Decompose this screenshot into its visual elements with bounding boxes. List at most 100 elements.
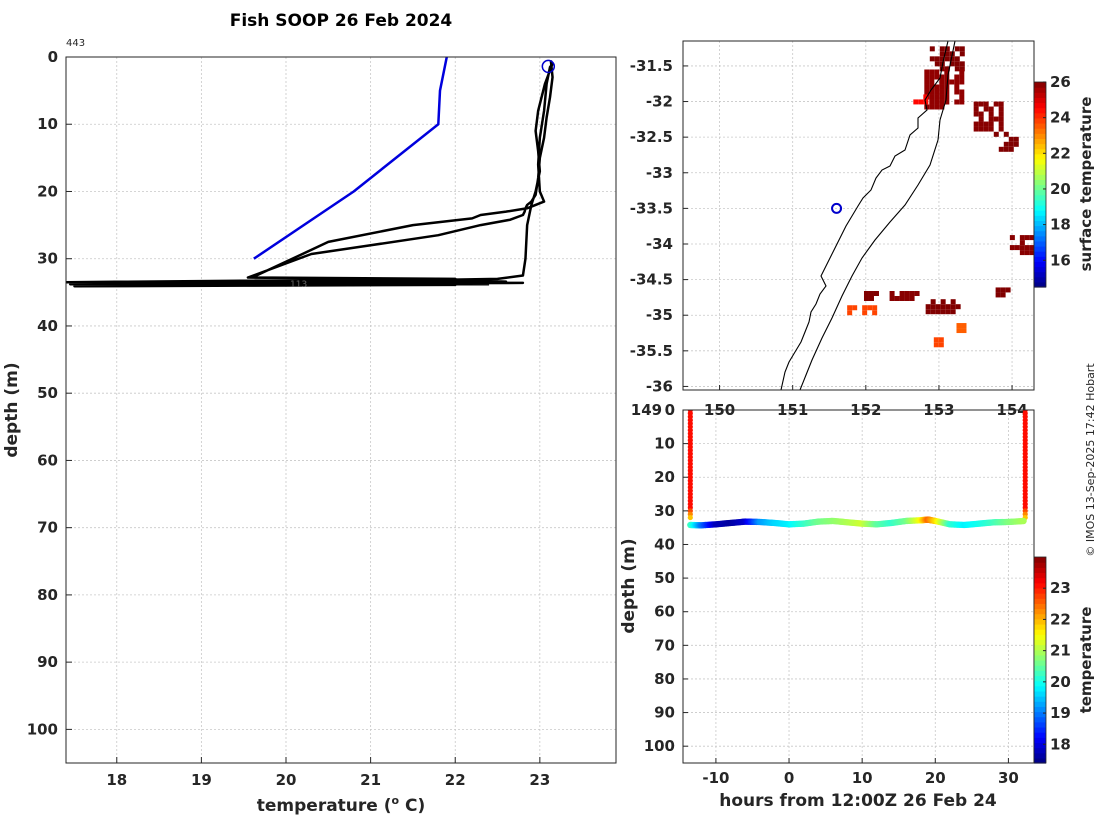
sst-colorbar-tick-label: 16 xyxy=(1050,251,1071,269)
sst-colorbar-frame xyxy=(1033,81,1047,288)
section-x-axis-label: hours from 12:00Z 26 Feb 24 xyxy=(719,791,997,811)
sst-patch xyxy=(925,299,961,315)
map-coastline xyxy=(780,41,956,390)
section-y-tick-label: 50 xyxy=(654,569,675,587)
profile-y-tick-label: 20 xyxy=(37,182,58,200)
section-y-tick-label: 20 xyxy=(654,468,675,486)
profile-y-tick-label: 0 xyxy=(48,48,58,66)
shelf-contour-path xyxy=(799,41,956,390)
sst-colorbar-tick-label: 26 xyxy=(1050,73,1071,91)
sst-patch xyxy=(995,287,1011,298)
profile-y-tick-label: 70 xyxy=(37,519,58,537)
map-lon-tick-label: 149 xyxy=(631,401,662,419)
glider-profile-line xyxy=(66,60,554,288)
map-plot: 149 150 151 152 153 154-31.5-32-32.5-33-33.5-… xyxy=(630,40,1095,419)
section-y-tick-label: 100 xyxy=(644,737,675,755)
sst-patch xyxy=(973,101,1004,132)
map-lat-tick-label: -35.5 xyxy=(630,342,673,360)
profile-last-point-marker xyxy=(541,59,556,74)
profile-count-label: 443 xyxy=(66,38,85,49)
profile-plot: 18 19 20 21 22 23 0 10 20 30 40 50 60 70 80 90 100 113 t… xyxy=(2,48,617,816)
temperature-colorbar-tick-label: 22 xyxy=(1050,610,1071,628)
temperature-colorbar: 18 19 20 21 22 23 xyxy=(1033,556,1071,764)
sst-patch xyxy=(933,337,944,348)
section-y-tick-label: 30 xyxy=(654,502,675,520)
map-ticks: 149 150 151 152 153 154-31.5-32-32.5-33-33.5-… xyxy=(630,57,1028,419)
sst-patch xyxy=(1009,235,1034,256)
profile-ticks: 18 19 20 21 22 23 0 10 20 30 40 50 60 70 80 90 100 xyxy=(27,48,551,789)
section-y-tick-label: 80 xyxy=(654,670,675,688)
section-plot: -10 0 10 20 30 0 10 20 30 40 50 60 70 80 90 100 hours f… xyxy=(619,401,1095,811)
profile-x-tick-label: 18 xyxy=(106,771,127,789)
temperature-colorbar-tick-label: 23 xyxy=(1050,579,1071,597)
section-vertical-profile xyxy=(687,410,693,521)
sst-patch xyxy=(847,305,878,316)
section-track xyxy=(687,516,1027,529)
sst-patch xyxy=(956,323,967,334)
section-y-tick-label: 70 xyxy=(654,636,675,654)
sst-colorbar-tick-label: 24 xyxy=(1050,109,1071,127)
map-lat-tick-label: -32 xyxy=(646,93,673,111)
map-lat-tick-label: -35 xyxy=(646,306,673,324)
profile-grid xyxy=(66,56,616,763)
sst-colorbar: 16 18 20 22 24 26 xyxy=(1033,73,1071,288)
profile-x-tick-label: 22 xyxy=(445,771,466,789)
temperature-colorbar-tick-label: 18 xyxy=(1050,735,1071,753)
profile-y-axis-label: depth (m) xyxy=(2,362,22,457)
section-x-tick-label: 30 xyxy=(998,769,1019,787)
map-lat-tick-label: -33.5 xyxy=(630,199,673,217)
temperature-colorbar-frame xyxy=(1033,556,1047,764)
section-y-tick-label: 90 xyxy=(654,704,675,722)
reference-profile-line xyxy=(253,57,448,260)
sst-colorbar-tick-label: 22 xyxy=(1050,144,1071,162)
profile-y-tick-label: 40 xyxy=(37,317,58,335)
coastline-path xyxy=(780,41,949,390)
map-lat-tick-label: -34 xyxy=(646,235,673,253)
profile-y-tick-label: 100 xyxy=(27,720,58,738)
sst-patch xyxy=(993,131,1019,152)
profile-series xyxy=(66,57,556,288)
profile-x-tick-label: 20 xyxy=(276,771,297,789)
credit-text: © IMOS 13-Sep-2025 17:42 Hobart xyxy=(1084,363,1097,557)
profile-y-tick-label: 90 xyxy=(37,653,58,671)
section-point xyxy=(687,514,693,521)
section-y-tick-label: 60 xyxy=(654,603,675,621)
map-lat-tick-label: -36 xyxy=(646,377,673,395)
section-point xyxy=(1020,517,1027,525)
temperature-colorbar-tick-label: 21 xyxy=(1050,642,1071,660)
profile-x-tick-label: 23 xyxy=(529,771,550,789)
sst-patch xyxy=(863,290,879,301)
section-axes-frame xyxy=(682,409,1035,764)
section-x-tick-label: 20 xyxy=(925,769,946,787)
sst-patch xyxy=(889,290,920,301)
temperature-colorbar-tick-label: 20 xyxy=(1050,673,1071,691)
sst-colorbar-label: surface temperature xyxy=(1077,97,1095,272)
sst-colorbar-tick-label: 20 xyxy=(1050,180,1071,198)
section-y-tick-label: 0 xyxy=(665,401,675,419)
section-x-tick-label: 0 xyxy=(784,769,794,787)
profile-y-tick-label: 10 xyxy=(37,115,58,133)
sst-colorbar-tick-label: 18 xyxy=(1050,216,1071,234)
section-points xyxy=(687,410,1028,529)
profile-y-tick-label: 80 xyxy=(37,586,58,604)
section-ticks: -10 0 10 20 30 0 10 20 30 40 50 60 70 80 90 100 xyxy=(644,401,1019,787)
section-grid xyxy=(683,409,1034,763)
map-lat-tick-label: -31.5 xyxy=(630,57,673,75)
profile-y-tick-label: 60 xyxy=(37,451,58,469)
temperature-colorbar-tick-label: 19 xyxy=(1050,704,1071,722)
map-lat-tick-label: -33 xyxy=(646,164,673,182)
section-x-tick-label: -10 xyxy=(702,769,729,787)
section-y-axis-label: depth (m) xyxy=(619,538,639,633)
profile-y-tick-label: 30 xyxy=(37,250,58,268)
profile-x-axis-label: temperature (o C) xyxy=(257,794,426,816)
sst-patch xyxy=(924,69,965,110)
section-x-tick-label: 10 xyxy=(852,769,873,787)
chart-title: Fish SOOP 26 Feb 2024 xyxy=(230,11,453,31)
map-lat-tick-label: -34.5 xyxy=(630,271,673,289)
temperature-colorbar-label: temperature xyxy=(1077,607,1095,714)
map-position-marker xyxy=(831,202,843,214)
map-lat-tick-label: -32.5 xyxy=(630,128,673,146)
section-y-tick-label: 10 xyxy=(654,435,675,453)
section-vertical-profile xyxy=(1022,410,1028,521)
